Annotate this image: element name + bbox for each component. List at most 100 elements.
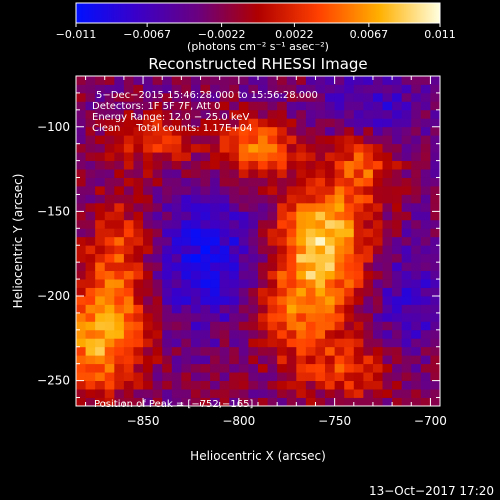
heatmap-cell: [411, 304, 422, 314]
heatmap-cell: [392, 76, 403, 85]
heatmap-cell: [171, 152, 182, 162]
colorbar-tick-label: 0.011: [424, 28, 456, 41]
heatmap-cell: [325, 389, 336, 398]
heatmap-cell: [238, 329, 249, 339]
heatmap-cell: [95, 202, 106, 212]
heatmap-cell: [210, 126, 221, 136]
heatmap-cell: [190, 84, 201, 94]
heatmap-cell: [123, 262, 134, 272]
heatmap-cell: [85, 126, 96, 136]
heatmap-cell: [85, 380, 96, 390]
heatmap-cell: [325, 262, 336, 272]
heatmap-cell: [219, 160, 230, 170]
heatmap-cell: [104, 160, 115, 170]
heatmap-cell: [210, 346, 221, 356]
heatmap-cell: [76, 101, 86, 111]
heatmap-cell: [267, 372, 278, 382]
heatmap-cell: [267, 76, 278, 85]
heatmap-cell: [104, 92, 115, 102]
heatmap-cell: [229, 76, 240, 85]
heatmap-cell: [123, 270, 134, 280]
heatmap-cell: [325, 219, 336, 229]
heatmap-cell: [248, 312, 259, 322]
heatmap-cell: [248, 236, 259, 246]
annotation-energy-range: Energy Range: 12.0 − 25.0 keV: [92, 112, 249, 123]
heatmap-cell: [200, 372, 211, 382]
heatmap-cell: [143, 84, 154, 94]
heatmap-cell: [76, 270, 86, 280]
heatmap-cell: [411, 363, 422, 373]
heatmap-cell: [392, 380, 403, 390]
heatmap-cell: [238, 372, 249, 382]
heatmap-cell: [372, 211, 383, 221]
heatmap-cell: [315, 228, 326, 238]
heatmap-cell: [85, 219, 96, 229]
heatmap-cell: [133, 228, 144, 238]
heatmap-cell: [123, 202, 134, 212]
heatmap-cell: [229, 202, 240, 212]
heatmap-cell: [344, 135, 355, 145]
heatmap-cell: [229, 143, 240, 153]
heatmap-cell: [411, 160, 422, 170]
heatmap-cell: [152, 186, 163, 195]
heatmap-cell: [238, 169, 249, 178]
heatmap-cell: [420, 228, 431, 238]
heatmap-cell: [229, 321, 240, 331]
heatmap-cell: [392, 126, 403, 136]
heatmap-cell: [219, 312, 230, 322]
heatmap-cell: [325, 312, 336, 322]
heatmap-cell: [219, 389, 230, 398]
heatmap-cell: [76, 312, 86, 322]
heatmap-cell: [219, 211, 230, 221]
heatmap-cell: [401, 194, 412, 204]
heatmap-cell: [430, 296, 440, 305]
heatmap-cell: [152, 160, 163, 170]
heatmap-cell: [219, 186, 230, 195]
heatmap-cell: [296, 380, 307, 390]
heatmap-cell: [286, 355, 297, 365]
heatmap-cell: [372, 304, 383, 314]
heatmap-cell: [190, 270, 201, 280]
heatmap-cell: [76, 219, 86, 229]
heatmap-cell: [382, 177, 393, 187]
heatmap-cell: [143, 211, 154, 221]
heatmap-cell: [123, 126, 134, 136]
heatmap-cell: [411, 245, 422, 255]
heatmap-cell: [95, 135, 106, 145]
heatmap-cell: [353, 329, 364, 339]
heatmap-cell: [152, 194, 163, 204]
heatmap-cell: [344, 177, 355, 187]
heatmap-cell: [104, 338, 115, 348]
heatmap-cell: [277, 143, 288, 153]
heatmap-cell: [325, 304, 336, 314]
heatmap-cell: [248, 177, 259, 187]
heatmap-cell: [219, 84, 230, 94]
heatmap-cell: [258, 363, 268, 373]
heatmap-cell: [277, 389, 288, 398]
heatmap-cell: [238, 355, 249, 365]
heatmap-cell: [76, 211, 86, 221]
heatmap-cell: [286, 135, 297, 145]
heatmap-cell: [248, 194, 259, 204]
heatmap-cell: [344, 397, 355, 406]
heatmap-cell: [296, 279, 307, 288]
heatmap-cell: [123, 363, 134, 373]
heatmap-cell: [363, 262, 374, 272]
heatmap-cell: [344, 304, 355, 314]
heatmap-cell: [229, 228, 240, 238]
heatmap-cell: [344, 194, 355, 204]
heatmap-cell: [267, 228, 278, 238]
heatmap-cell: [76, 380, 86, 390]
heatmap-cell: [190, 202, 201, 212]
heatmap-cell: [85, 363, 96, 373]
heatmap-cell: [392, 253, 403, 263]
heatmap-cell: [210, 245, 221, 255]
heatmap-cell: [219, 355, 230, 365]
heatmap-cell: [85, 245, 96, 255]
heatmap-cell: [411, 236, 422, 246]
heatmap-cell: [248, 101, 259, 111]
heatmap-cell: [344, 253, 355, 263]
heatmap-cell: [248, 355, 259, 365]
heatmap-cell: [267, 152, 278, 162]
heatmap-cell: [401, 245, 412, 255]
